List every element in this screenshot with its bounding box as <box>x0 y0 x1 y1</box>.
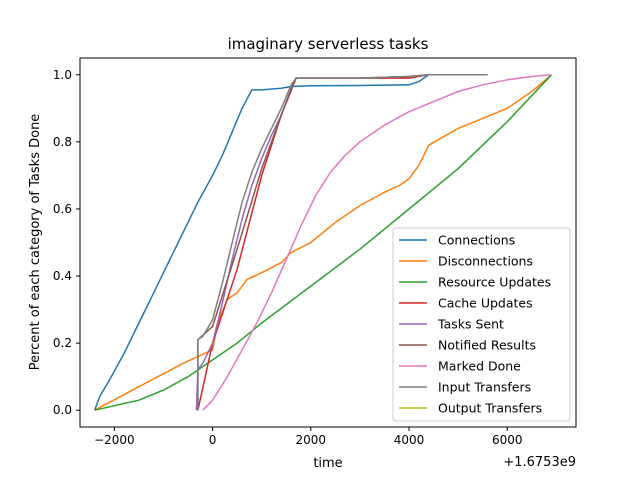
plot-lines <box>93 74 552 411</box>
y-tick-label: 0.6 <box>53 202 72 216</box>
series-line-connections <box>93 74 488 411</box>
x-tick-label: −2000 <box>94 433 135 447</box>
x-axis-offset: +1.6753e9 <box>503 455 576 470</box>
x-tick-label: 2000 <box>296 433 327 447</box>
y-tick-label: 0.8 <box>53 135 72 149</box>
legend-label: Notified Results <box>438 338 536 353</box>
legend-label: Output Transfers <box>438 401 542 416</box>
legend-label: Resource Updates <box>438 275 551 290</box>
x-tick-label: 0 <box>209 433 217 447</box>
x-tick-label: 6000 <box>492 433 523 447</box>
chart-title: imaginary serverless tasks <box>228 35 429 53</box>
y-tick-label: 1.0 <box>53 68 72 82</box>
x-tick-label: 4000 <box>394 433 425 447</box>
legend-label: Connections <box>438 233 515 248</box>
plot-frame <box>79 57 577 428</box>
y-axis-ticks: 0.0 0.2 0.4 0.6 0.8 1.0 <box>53 68 80 417</box>
legend-label: Cache Updates <box>438 296 533 311</box>
legend-box <box>392 227 571 422</box>
series-line-input-transfers <box>197 74 488 411</box>
y-tick-label: 0.0 <box>53 403 72 417</box>
series-line-resource-updates <box>94 74 552 411</box>
legend-label: Disconnections <box>438 254 533 269</box>
legend-entries: Connections Disconnections Resource Update… <box>399 233 551 416</box>
y-axis-label: Percent of each category of Tasks Done <box>28 114 43 371</box>
legend-label: Marked Done <box>438 359 521 374</box>
series-line-marked-done <box>202 74 552 411</box>
x-axis-ticks: −2000 0 2000 4000 6000 <box>94 427 523 447</box>
x-axis-label: time <box>313 456 342 471</box>
y-tick-label: 0.4 <box>53 269 72 283</box>
legend-label: Input Transfers <box>438 380 531 395</box>
legend: Connections Disconnections Resource Update… <box>392 227 571 422</box>
y-tick-label: 0.2 <box>53 336 72 350</box>
legend-label: Tasks Sent <box>437 317 504 332</box>
